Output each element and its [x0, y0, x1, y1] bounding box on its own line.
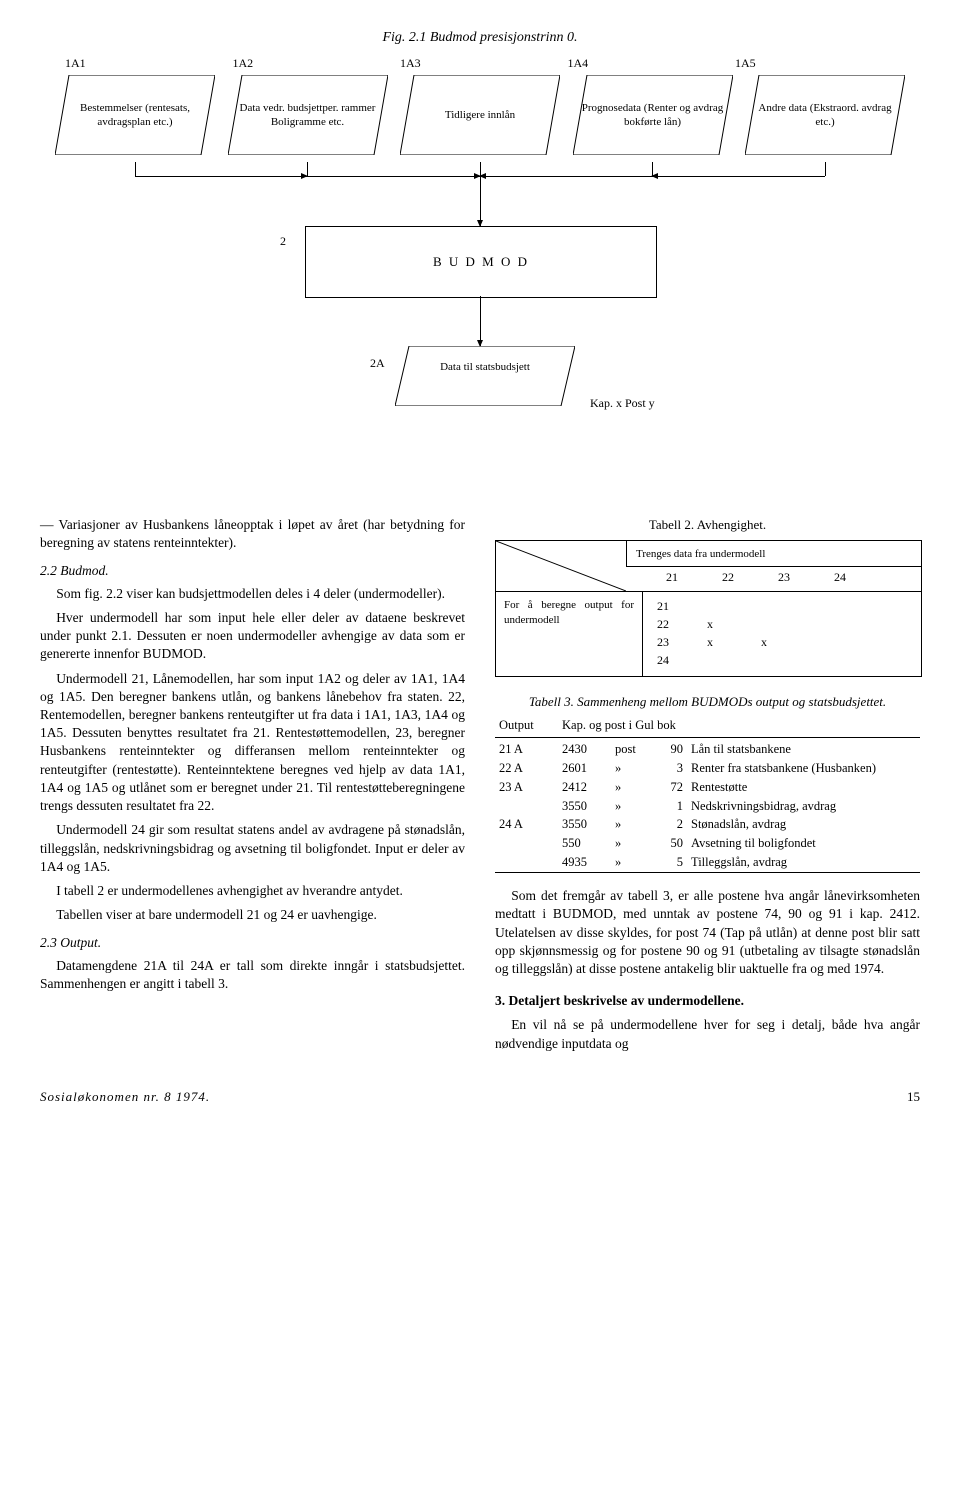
t2-row-22: 22	[643, 616, 683, 634]
para-2-2-4: Undermodell 24 gir som resultat statens …	[40, 821, 465, 876]
t2-mark-23-21: x	[683, 634, 737, 652]
box-1a2: Data vedr. budsjettper. rammer Boligramm…	[228, 75, 388, 155]
para-right-1: Som det fremgår av tabell 3, er alle pos…	[495, 887, 920, 978]
para-2-2-3: Undermodell 21, Lånemodellen, har som in…	[40, 670, 465, 816]
label-1a2: 1A2	[233, 56, 393, 71]
para-right-2: En vil nå se på undermodellene hver for …	[495, 1016, 920, 1052]
label-1a4: 1A4	[568, 56, 728, 71]
table-2-header: Trenges data fra undermodell 21 22 23 24	[496, 541, 921, 592]
para-2-3-1: Datamengdene 21A til 24A er tall som dir…	[40, 957, 465, 993]
arrow-to-budmod	[480, 176, 481, 226]
table-row: 23 A 2412 » 72 Rentestøtte	[495, 778, 920, 797]
section-2-3-title: 2.3 Output.	[40, 934, 465, 952]
t2-row-23: 23	[643, 634, 683, 652]
label-1a3: 1A3	[400, 56, 560, 71]
budmod-box: B U D M O D	[305, 226, 657, 298]
t3-head-kap: Kap. og post i Gul bok	[558, 716, 920, 737]
t2-col-22: 22	[722, 569, 734, 585]
t3-head-output: Output	[495, 716, 558, 737]
section-2-2-title: 2.2 Budmod.	[40, 562, 465, 580]
box-1a3: Tidligere innlån	[400, 75, 560, 155]
table-3: Output Kap. og post i Gul bok 21 A 2430 …	[495, 716, 920, 873]
table-2-row-label: For å beregne output for undermodell	[496, 592, 643, 676]
box-1a5: Andre data (Ekstraord. avdrag etc.)	[745, 75, 905, 155]
para-2-2-6: Tabellen viser at bare undermodell 21 og…	[40, 906, 465, 924]
figure-title: Fig. 2.1 Budmod presisjonstrinn 0.	[40, 30, 920, 46]
table-2: Trenges data fra undermodell 21 22 23 24…	[495, 540, 922, 677]
label-2: 2	[280, 234, 286, 249]
box-1a1-text: Bestemmelser (rentesats, avdragsplan etc…	[63, 101, 207, 130]
right-column: Tabell 2. Avhengighet. Trenges data fra …	[495, 516, 920, 1059]
arrow-to-2a	[480, 296, 481, 346]
section-3-title: 3. Detaljert beskrivelse av undermodelle…	[495, 993, 744, 1008]
budmod-flowchart: 1A1 1A2 1A3 1A4 1A5 Bestemmelser (rentes…	[55, 56, 905, 486]
box-1a4: Prognosedata (Renter og avdrag bokførte …	[573, 75, 733, 155]
input-boxes-row: Bestemmelser (rentesats, avdragsplan etc…	[55, 75, 905, 155]
t2-col-23: 23	[778, 569, 790, 585]
para-2-2-5: I tabell 2 er undermodellenes avhengighe…	[40, 882, 465, 900]
table-row: 24 A 3550 » 2 Stønadslån, avdrag	[495, 815, 920, 834]
t2-col-21: 21	[666, 569, 678, 585]
table-row: 3550 » 1 Nedskrivningsbidrag, avdrag	[495, 797, 920, 816]
page-footer: Sosialøkonomen nr. 8 1974. 15	[40, 1089, 920, 1105]
box-1a1: Bestemmelser (rentesats, avdragsplan etc…	[55, 75, 215, 155]
t2-row-21: 21	[643, 598, 683, 616]
box-1a4-text: Prognosedata (Renter og avdrag bokførte …	[581, 101, 725, 130]
box-1a3-text: Tidligere innlån	[445, 108, 515, 122]
table-3-title: Tabell 3. Sammenheng mellom BUDMODs outp…	[495, 693, 920, 711]
table-2-col-labels: 21 22 23 24	[666, 569, 846, 585]
table-row: 550 » 50 Avsetning til boligfondet	[495, 834, 920, 853]
table-3-header: Output Kap. og post i Gul bok	[495, 716, 920, 737]
table-row: 22 A 2601 » 3 Renter fra statsbankene (H…	[495, 759, 920, 778]
body-columns: — Variasjoner av Husbankens låneopptak i…	[40, 516, 920, 1059]
label-2a: 2A	[370, 356, 385, 371]
bullet-variasjoner: — Variasjoner av Husbankens låneopptak i…	[40, 516, 465, 552]
label-1a1: 1A1	[65, 56, 225, 71]
table-row: 4935 » 5 Tilleggslån, avdrag	[495, 853, 920, 872]
para-2-2-1: Som fig. 2.2 viser kan budsjettmodellen …	[40, 585, 465, 603]
label-1a5: 1A5	[735, 56, 895, 71]
page-number: 15	[907, 1089, 920, 1105]
table-2-title: Tabell 2. Avhengighet.	[495, 516, 920, 534]
budmod-box-text: B U D M O D	[433, 254, 529, 270]
table-row: 21 A 2430 post 90 Lån til statsbankene	[495, 737, 920, 758]
box-2a-text: Data til statsbudsjett	[395, 346, 575, 374]
table-2-body: For å beregne output for undermodell 21 …	[496, 592, 921, 676]
footer-source: Sosialøkonomen nr. 8 1974.	[40, 1089, 210, 1105]
box-1a5-text: Andre data (Ekstraord. avdrag etc.)	[753, 101, 897, 130]
table-2-head-text: Trenges data fra undermodell	[636, 547, 765, 562]
left-column: — Variasjoner av Husbankens låneopptak i…	[40, 516, 465, 1059]
kap-post-label: Kap. x Post y	[590, 396, 655, 411]
t2-row-24: 24	[643, 652, 683, 670]
box-1a2-text: Data vedr. budsjettper. rammer Boligramm…	[236, 101, 380, 130]
top-labels: 1A1 1A2 1A3 1A4 1A5	[65, 56, 895, 71]
t2-col-24: 24	[834, 569, 846, 585]
t2-mark-22-21: x	[683, 616, 737, 634]
para-2-2-2: Hver undermodell har som input hele elle…	[40, 609, 465, 664]
t2-mark-23-22: x	[737, 634, 791, 652]
table-2-grid: 21 22 x 23 x x 24	[643, 592, 921, 676]
box-2a: Data til statsbudsjett	[395, 346, 575, 406]
